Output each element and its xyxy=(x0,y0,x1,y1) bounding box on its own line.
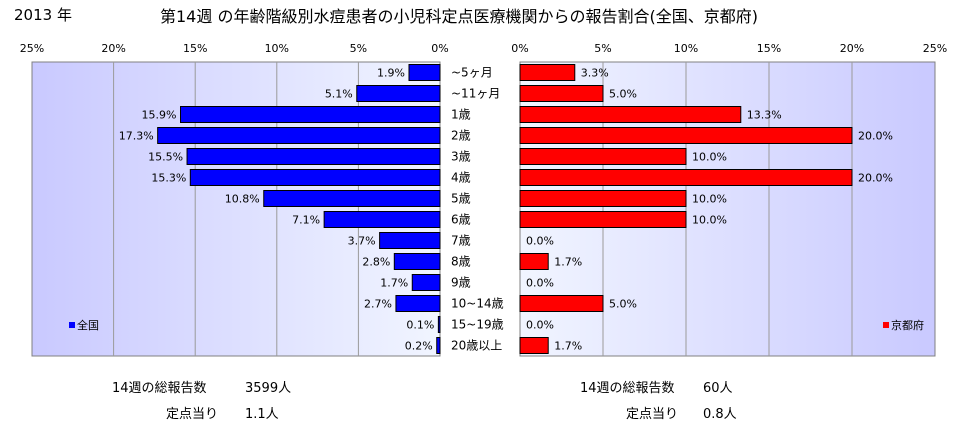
national-bar xyxy=(393,253,441,270)
chart-year: 2013 年 xyxy=(14,6,72,24)
national-per-value: 1.1人 xyxy=(245,407,279,422)
left-tick-label: 0% xyxy=(431,42,448,55)
national-bar xyxy=(436,337,441,354)
category-label: 1歳 xyxy=(451,108,471,122)
national-total-label: 14週の総報告数 xyxy=(112,381,207,396)
category-label: 9歳 xyxy=(451,276,471,290)
kyoto-value-label: 20.0% xyxy=(858,172,893,185)
right-tick-label: 10% xyxy=(674,42,698,55)
national-value-label: 15.3% xyxy=(151,172,186,185)
kyoto-legend-label: 京都府 xyxy=(891,318,924,332)
national-value-label: 0.1% xyxy=(406,319,434,332)
kyoto-value-label: 1.7% xyxy=(554,256,582,269)
left-tick-label: 25% xyxy=(20,42,44,55)
category-label: 15~19歳 xyxy=(451,318,504,332)
national-bar xyxy=(189,169,441,186)
kyoto-total-value: 60人 xyxy=(703,381,733,396)
kyoto-bar xyxy=(519,337,549,354)
kyoto-bar xyxy=(519,169,853,186)
national-value-label: 7.1% xyxy=(292,214,320,227)
national-bar xyxy=(263,190,441,207)
category-label: 3歳 xyxy=(451,150,471,164)
kyoto-value-label: 10.0% xyxy=(692,193,727,206)
national-bar xyxy=(437,316,441,333)
right-tick-label: 5% xyxy=(594,42,611,55)
kyoto-value-label: 10.0% xyxy=(692,151,727,164)
kyoto-bar xyxy=(519,64,576,81)
national-bar xyxy=(408,64,441,81)
kyoto-value-label: 13.3% xyxy=(747,109,782,122)
kyoto-value-label: 5.0% xyxy=(609,88,637,101)
category-label: 4歳 xyxy=(451,171,471,185)
national-value-label: 0.2% xyxy=(405,340,433,353)
category-label: 6歳 xyxy=(451,213,471,227)
national-value-label: 1.7% xyxy=(380,277,408,290)
kyoto-value-label: 0.0% xyxy=(526,235,554,248)
national-value-label: 1.9% xyxy=(377,67,405,80)
kyoto-legend-swatch xyxy=(883,322,889,328)
national-value-label: 10.8% xyxy=(225,193,260,206)
kyoto-bar xyxy=(519,106,742,123)
national-bar xyxy=(379,232,441,249)
kyoto-per-value: 0.8人 xyxy=(703,407,737,422)
kyoto-total-label: 14週の総報告数 xyxy=(580,381,675,396)
national-value-label: 2.7% xyxy=(364,298,392,311)
chart-title: 第14週 の年齢階級別水痘患者の小児科定点医療機関からの報告割合(全国、京都府) xyxy=(160,7,758,26)
national-value-label: 3.7% xyxy=(348,235,376,248)
left-tick-label: 15% xyxy=(183,42,207,55)
national-value-label: 15.9% xyxy=(142,109,177,122)
category-label: 5歳 xyxy=(451,192,471,206)
kyoto-bar xyxy=(519,253,549,270)
kyoto-bar xyxy=(519,295,604,312)
kyoto-bar xyxy=(519,148,687,165)
national-legend-swatch xyxy=(69,322,75,328)
left-tick-label: 20% xyxy=(101,42,125,55)
category-label: 20歳以上 xyxy=(451,339,502,353)
national-bar xyxy=(186,148,441,165)
left-tick-label: 10% xyxy=(265,42,289,55)
category-label: 7歳 xyxy=(451,234,471,248)
kyoto-value-label: 0.0% xyxy=(526,319,554,332)
national-bar xyxy=(411,274,441,291)
national-value-label: 5.1% xyxy=(325,88,353,101)
national-value-label: 2.8% xyxy=(362,256,390,269)
national-bar xyxy=(323,211,441,228)
kyoto-value-label: 10.0% xyxy=(692,214,727,227)
kyoto-value-label: 3.3% xyxy=(581,67,609,80)
category-label: ~11ヶ月 xyxy=(451,87,500,101)
category-label: 8歳 xyxy=(451,255,471,269)
kyoto-bar xyxy=(519,190,687,207)
kyoto-bar xyxy=(519,211,687,228)
right-tick-label: 0% xyxy=(511,42,528,55)
national-bar xyxy=(157,127,441,144)
right-tick-label: 25% xyxy=(923,42,947,55)
national-legend-label: 全国 xyxy=(77,318,99,332)
right-tick-label: 15% xyxy=(757,42,781,55)
kyoto-bar xyxy=(519,127,853,144)
kyoto-value-label: 20.0% xyxy=(858,130,893,143)
national-per-label: 定点当り xyxy=(166,407,219,422)
national-bar xyxy=(356,85,441,102)
national-value-label: 15.5% xyxy=(148,151,183,164)
right-tick-label: 20% xyxy=(840,42,864,55)
kyoto-per-label: 定点当り xyxy=(626,407,679,422)
national-bar xyxy=(180,106,441,123)
national-value-label: 17.3% xyxy=(119,130,154,143)
national-total-value: 3599人 xyxy=(245,381,292,396)
category-label: ~5ヶ月 xyxy=(451,66,493,80)
kyoto-value-label: 5.0% xyxy=(609,298,637,311)
category-label: 2歳 xyxy=(451,129,471,143)
kyoto-value-label: 1.7% xyxy=(554,340,582,353)
kyoto-bar xyxy=(519,85,604,102)
kyoto-value-label: 0.0% xyxy=(526,277,554,290)
category-label: 10~14歳 xyxy=(451,297,504,311)
left-tick-label: 5% xyxy=(350,42,367,55)
national-bar xyxy=(395,295,441,312)
